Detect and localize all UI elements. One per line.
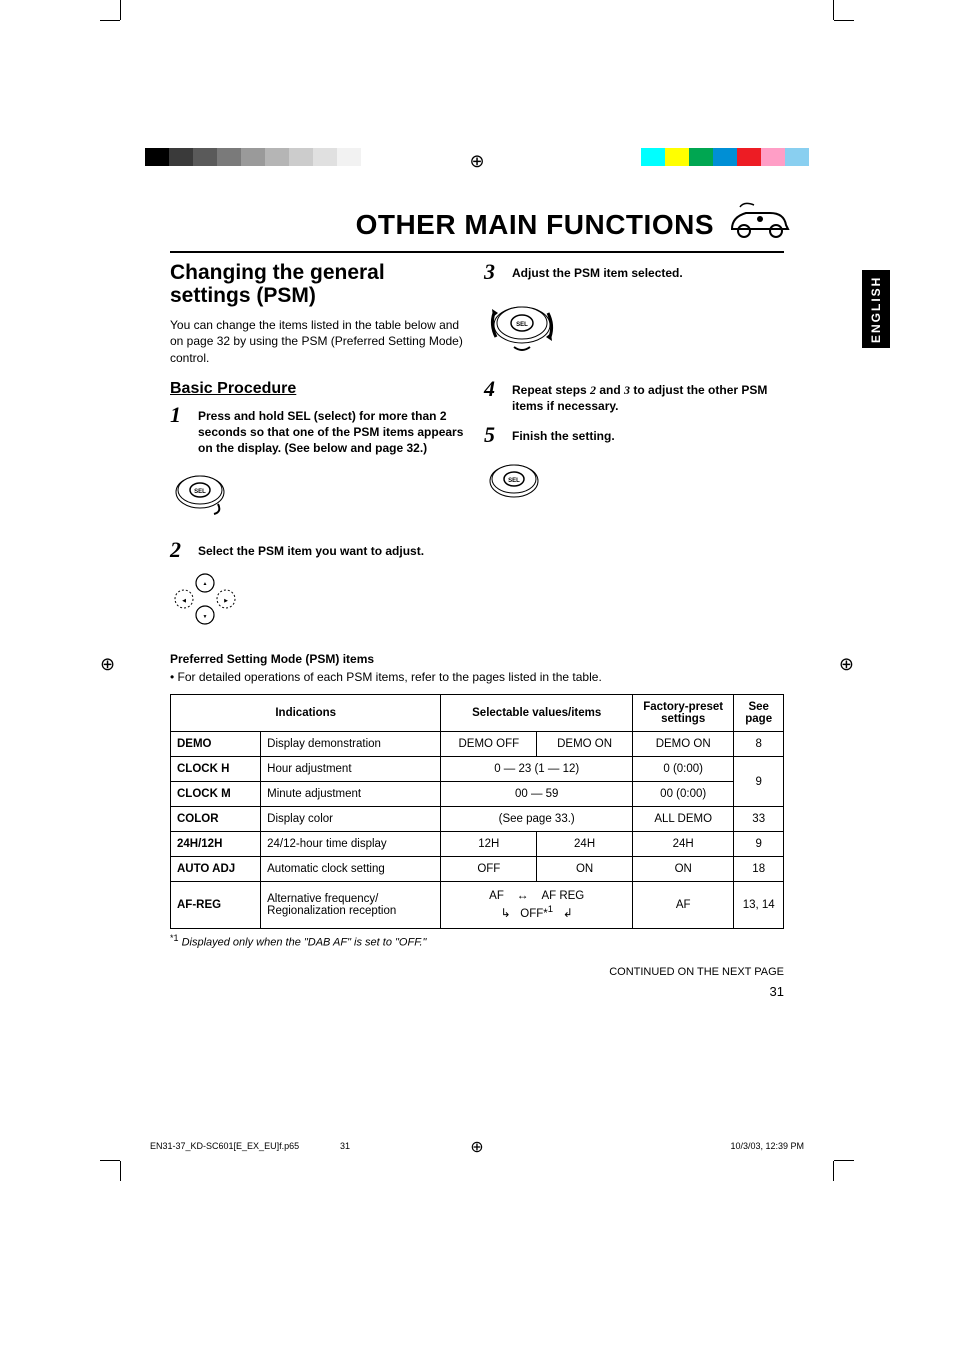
direction-pad-icon: ▲ ▼ ◀ ▶ (170, 571, 470, 630)
table-row: CLOCK H Hour adjustment 0 — 23 (1 — 12) … (171, 757, 784, 782)
svg-text:▲: ▲ (203, 581, 208, 587)
svg-text:SEL: SEL (508, 478, 520, 484)
print-footer: EN31-37_KD-SC601[E_EX_EU]f.p65 31 ⊕ 10/3… (0, 1141, 954, 1151)
step-text: Finish the setting. (512, 424, 615, 446)
table-row: 24H/12H 24/12-hour time display 12H 24H … (171, 832, 784, 857)
step-text: Adjust the PSM item selected. (512, 261, 683, 283)
footer-page: 31 (340, 1141, 350, 1151)
af-reg-cell: AF ↔ AF REG ↳ OFF*1 ↲ (441, 882, 633, 928)
th-factory: Factory-preset settings (632, 695, 733, 732)
svg-text:◀: ◀ (182, 598, 186, 604)
step-number: 3 (484, 261, 502, 283)
table-row: CLOCK M Minute adjustment 00 — 59 00 (0:… (171, 782, 784, 807)
sel-knob-icon: SEL (484, 456, 784, 509)
svg-text:SEL: SEL (194, 489, 206, 495)
registration-target-icon: ⊕ (470, 1137, 483, 1157)
intro-text: You can change the items listed in the t… (170, 317, 470, 366)
color-bar (641, 148, 809, 166)
svg-text:SEL: SEL (516, 322, 528, 328)
psm-note: • For detailed operations of each PSM it… (170, 670, 784, 684)
crop-mark (100, 0, 140, 40)
step-number: 1 (170, 404, 188, 457)
section-title: Changing the general settings (PSM) (170, 261, 470, 307)
crop-mark (814, 1141, 854, 1181)
th-indications: Indications (171, 695, 441, 732)
footnote: *1 Displayed only when the "DAB AF" is s… (170, 933, 784, 949)
page-number: 31 (170, 984, 784, 999)
psm-heading: Preferred Setting Mode (PSM) items (170, 652, 784, 666)
registration-target-icon: ⊕ (469, 152, 484, 170)
sel-knob-icon: SEL (170, 466, 470, 521)
svg-text:▼: ▼ (203, 614, 208, 620)
crop-mark (100, 1141, 140, 1181)
svg-text:▶: ▶ (224, 598, 228, 604)
car-icon (726, 199, 794, 243)
crop-mark (814, 0, 854, 40)
step-number: 2 (170, 539, 188, 561)
grayscale-bar (145, 148, 385, 166)
rotary-knob-icon: SEL (484, 293, 784, 360)
table-row: AF-REG Alternative frequency/ Regionaliz… (171, 882, 784, 928)
table-row: DEMO Display demonstration DEMO OFF DEMO… (171, 732, 784, 757)
table-row: AUTO ADJ Automatic clock setting OFF ON … (171, 857, 784, 882)
step-number: 5 (484, 424, 502, 446)
step-text: Press and hold SEL (select) for more tha… (198, 404, 470, 457)
title-underline (170, 251, 784, 253)
th-selectable: Selectable values/items (441, 695, 633, 732)
step-text: Repeat steps 2 and 3 to adjust the other… (512, 378, 784, 414)
basic-procedure-heading: Basic Procedure (170, 380, 470, 398)
psm-table: Indications Selectable values/items Fact… (170, 694, 784, 928)
page-title: OTHER MAIN FUNCTIONS (356, 209, 714, 241)
table-row: COLOR Display color (See page 33.) ALL D… (171, 807, 784, 832)
language-tab: ENGLISH (862, 270, 890, 348)
footer-timestamp: 10/3/03, 12:39 PM (730, 1141, 804, 1151)
continued-label: CONTINUED ON THE NEXT PAGE (170, 966, 784, 978)
step-text: Select the PSM item you want to adjust. (198, 539, 424, 561)
footer-file: EN31-37_KD-SC601[E_EX_EU]f.p65 (150, 1141, 299, 1151)
th-seepage: See page (734, 695, 784, 732)
step-number: 4 (484, 378, 502, 414)
